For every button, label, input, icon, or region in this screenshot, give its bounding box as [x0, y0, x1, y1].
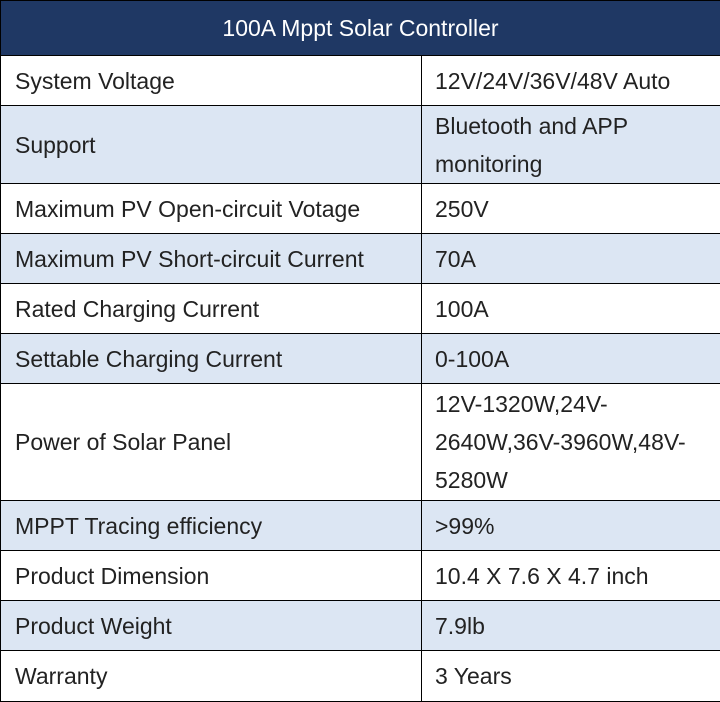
row-value-rated-charging-current: 100A: [422, 284, 720, 334]
table-row: Maximum PV Open-circuit Votage 250V: [1, 184, 720, 234]
row-value-product-dimension: 10.4 X 7.6 X 4.7 inch: [422, 551, 720, 601]
table-row: Warranty 3 Years: [1, 651, 720, 702]
row-label-settable-charging-current: Settable Charging Current: [1, 334, 422, 384]
table-title: 100A Mppt Solar Controller: [1, 1, 720, 56]
table-row: Product Weight 7.9lb: [1, 601, 720, 651]
row-value-system-voltage: 12V/24V/36V/48V Auto: [422, 56, 720, 106]
header-row: 100A Mppt Solar Controller: [1, 1, 720, 56]
table-row: Support Bluetooth and APP monitoring: [1, 106, 720, 184]
row-label-product-weight: Product Weight: [1, 601, 422, 651]
row-label-power-of-solar-panel: Power of Solar Panel: [1, 384, 422, 501]
row-label-max-pv-short-circuit-current: Maximum PV Short-circuit Current: [1, 234, 422, 284]
table-row: Product Dimension 10.4 X 7.6 X 4.7 inch: [1, 551, 720, 601]
table-row: Power of Solar Panel 12V-1320W,24V-2640W…: [1, 384, 720, 501]
row-value-support: Bluetooth and APP monitoring: [422, 106, 720, 184]
row-value-warranty: 3 Years: [422, 651, 720, 702]
table-row: System Voltage 12V/24V/36V/48V Auto: [1, 56, 720, 106]
row-value-max-pv-short-circuit-current: 70A: [422, 234, 720, 284]
row-label-max-pv-open-circuit-voltage: Maximum PV Open-circuit Votage: [1, 184, 422, 234]
row-value-power-of-solar-panel: 12V-1320W,24V-2640W,36V-3960W,48V-5280W: [422, 384, 720, 501]
row-label-support: Support: [1, 106, 422, 184]
row-label-warranty: Warranty: [1, 651, 422, 702]
row-value-product-weight: 7.9lb: [422, 601, 720, 651]
table-row: Maximum PV Short-circuit Current 70A: [1, 234, 720, 284]
row-label-rated-charging-current: Rated Charging Current: [1, 284, 422, 334]
row-label-system-voltage: System Voltage: [1, 56, 422, 106]
row-value-settable-charging-current: 0-100A: [422, 334, 720, 384]
row-label-mppt-tracing-efficiency: MPPT Tracing efficiency: [1, 501, 422, 551]
row-value-max-pv-open-circuit-voltage: 250V: [422, 184, 720, 234]
row-label-product-dimension: Product Dimension: [1, 551, 422, 601]
row-value-mppt-tracing-efficiency: >99%: [422, 501, 720, 551]
table-row: Rated Charging Current 100A: [1, 284, 720, 334]
table-row: Settable Charging Current 0-100A: [1, 334, 720, 384]
table-row: MPPT Tracing efficiency >99%: [1, 501, 720, 551]
